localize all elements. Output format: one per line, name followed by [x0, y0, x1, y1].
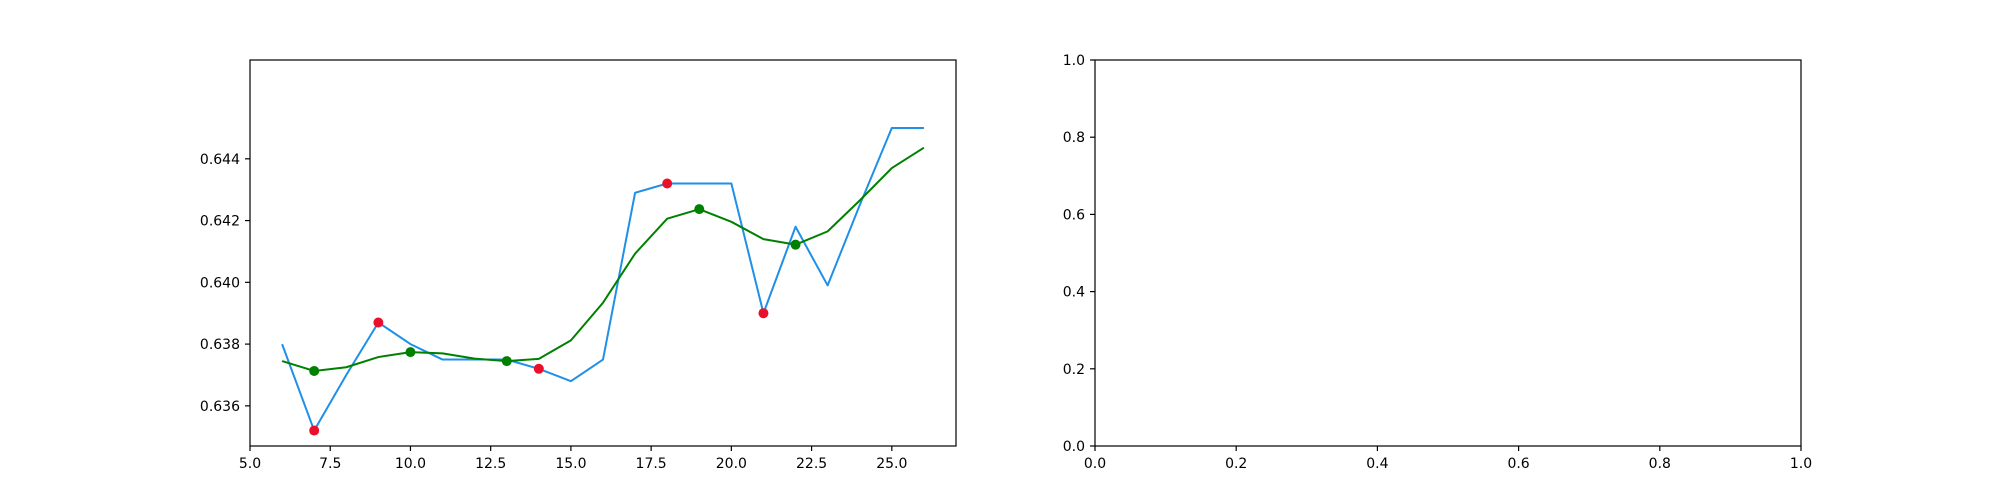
x-tick-label: 0.0	[1084, 456, 1106, 472]
scatter-point-2-5	[790, 239, 801, 250]
plot-1-frame	[1094, 59, 1802, 447]
scatter-point-1-5	[758, 308, 769, 319]
x-tick-label: 1.0	[1790, 456, 1812, 472]
x-tick-label: 12.5	[475, 456, 506, 472]
scatter-point-1-3	[533, 363, 544, 374]
x-tick-label: 0.8	[1649, 456, 1671, 472]
scatter-point-2-2	[405, 347, 416, 358]
x-tick-label: 15.0	[555, 456, 586, 472]
y-tick-label: 0.4	[1063, 285, 1085, 301]
right-plot: 0.0 0.2 0.4 0.6 0.8 1.0 0.0 0.2 0.4 0.6 0.8 1.0	[1063, 53, 1812, 472]
scatter-point-2-3	[501, 356, 512, 367]
x-tick-label: 20.0	[716, 456, 747, 472]
y-tick-label: 0.640	[200, 275, 240, 291]
y-tick-label: 1.0	[1063, 53, 1085, 69]
y-tick-label: 0.638	[200, 337, 240, 353]
y-tick-label: 0.2	[1063, 362, 1085, 378]
scatter-point-2-1	[309, 365, 320, 376]
x-tick-label: 0.6	[1507, 456, 1529, 472]
y-tick-label: 0.644	[200, 152, 240, 168]
x-tick-label: 25.0	[876, 456, 907, 472]
y-tick-label: 0.6	[1063, 207, 1085, 223]
left-plot: 5.0 7.5 10.0 12.5 15.0 17.5 20.0 22.5 25.0 0.636 0…	[200, 59, 957, 472]
x-tick-label: 22.5	[796, 456, 827, 472]
y-tick-label: 0.8	[1063, 130, 1085, 146]
x-tick-label: 5.0	[239, 456, 261, 472]
plot-0-frame	[249, 59, 957, 447]
x-tick-label: 17.5	[636, 456, 667, 472]
x-tick-label: 0.4	[1366, 456, 1388, 472]
x-tick-label: 0.2	[1225, 456, 1247, 472]
y-tick-label: 0.636	[200, 399, 240, 415]
scatter-point-1-4	[662, 178, 673, 189]
x-tick-label: 10.0	[395, 456, 426, 472]
y-tick-label: 0.0	[1063, 439, 1085, 455]
y-tick-label: 0.642	[200, 214, 240, 230]
x-tick-label: 7.5	[319, 456, 341, 472]
scatter-point-1-1	[309, 425, 320, 436]
plot-0-data-layer	[281, 126, 925, 436]
series-line-2	[281, 146, 925, 372]
scatter-point-1-2	[373, 317, 384, 328]
series-line-1	[281, 126, 924, 432]
scatter-point-2-4	[694, 204, 705, 215]
